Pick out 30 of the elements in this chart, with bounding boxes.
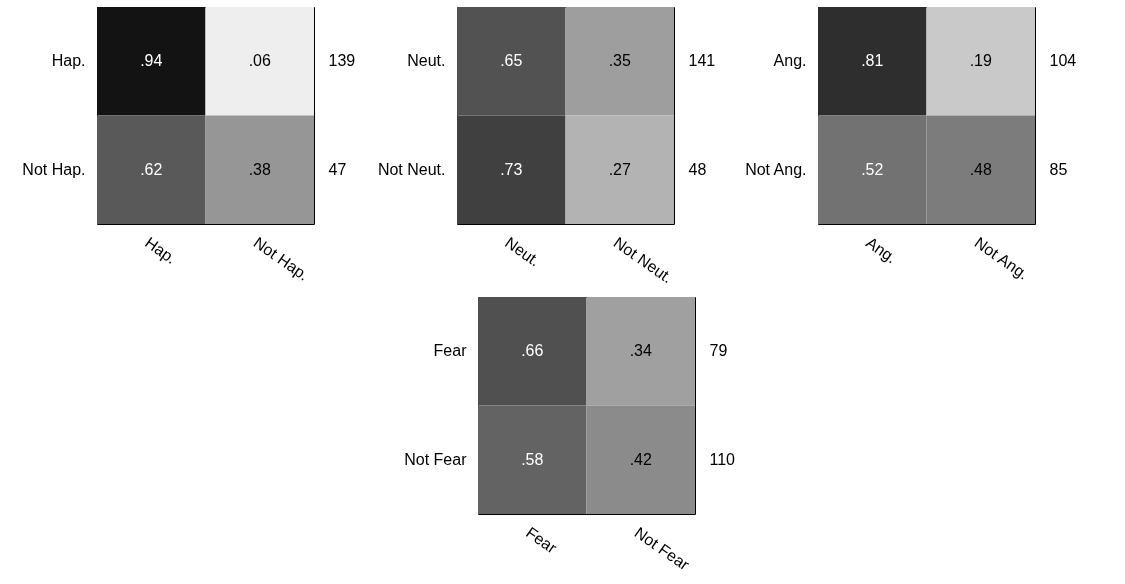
data-label: .81 (861, 52, 884, 70)
data-label: .42 (629, 450, 652, 468)
y2-tick-label: 141 (688, 52, 716, 70)
y-tick-label: Neut. (407, 52, 446, 70)
data-label: .66 (521, 342, 544, 360)
data-label: .65 (500, 52, 523, 70)
y2-tick-label: 139 (328, 52, 356, 70)
data-label: .34 (629, 342, 652, 360)
y2-tick-label: 79 (709, 342, 728, 360)
y2-tick-label: 110 (709, 450, 736, 468)
data-label: .35 (608, 52, 631, 70)
data-label: .94 (140, 52, 163, 70)
x-tick-label: Hap. (142, 233, 180, 267)
y2-tick-label: 47 (328, 160, 347, 178)
y2-tick-label: 104 (1049, 52, 1077, 70)
data-label: .48 (969, 160, 992, 178)
y2-tick-label: 85 (1049, 160, 1068, 178)
y2-tick-label: 48 (688, 160, 707, 178)
data-label: .06 (248, 52, 271, 70)
data-label: .58 (521, 450, 544, 468)
x-tick-label: Ang. (863, 233, 900, 267)
x-tick-label: Not Hap. (250, 233, 313, 284)
data-label: .19 (969, 52, 992, 70)
y-tick-label: Not Fear (404, 450, 468, 468)
data-label: .73 (500, 160, 523, 178)
data-label: .38 (248, 160, 271, 178)
data-label: .27 (608, 160, 631, 178)
data-label: .52 (861, 160, 884, 178)
x-tick-label: Not Ang. (971, 233, 1032, 283)
data-label: .62 (140, 160, 163, 178)
